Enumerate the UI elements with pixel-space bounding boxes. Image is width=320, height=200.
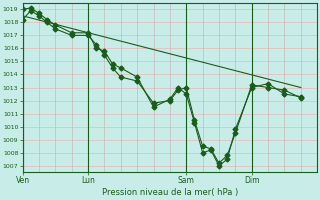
- X-axis label: Pression niveau de la mer( hPa ): Pression niveau de la mer( hPa ): [102, 188, 238, 197]
